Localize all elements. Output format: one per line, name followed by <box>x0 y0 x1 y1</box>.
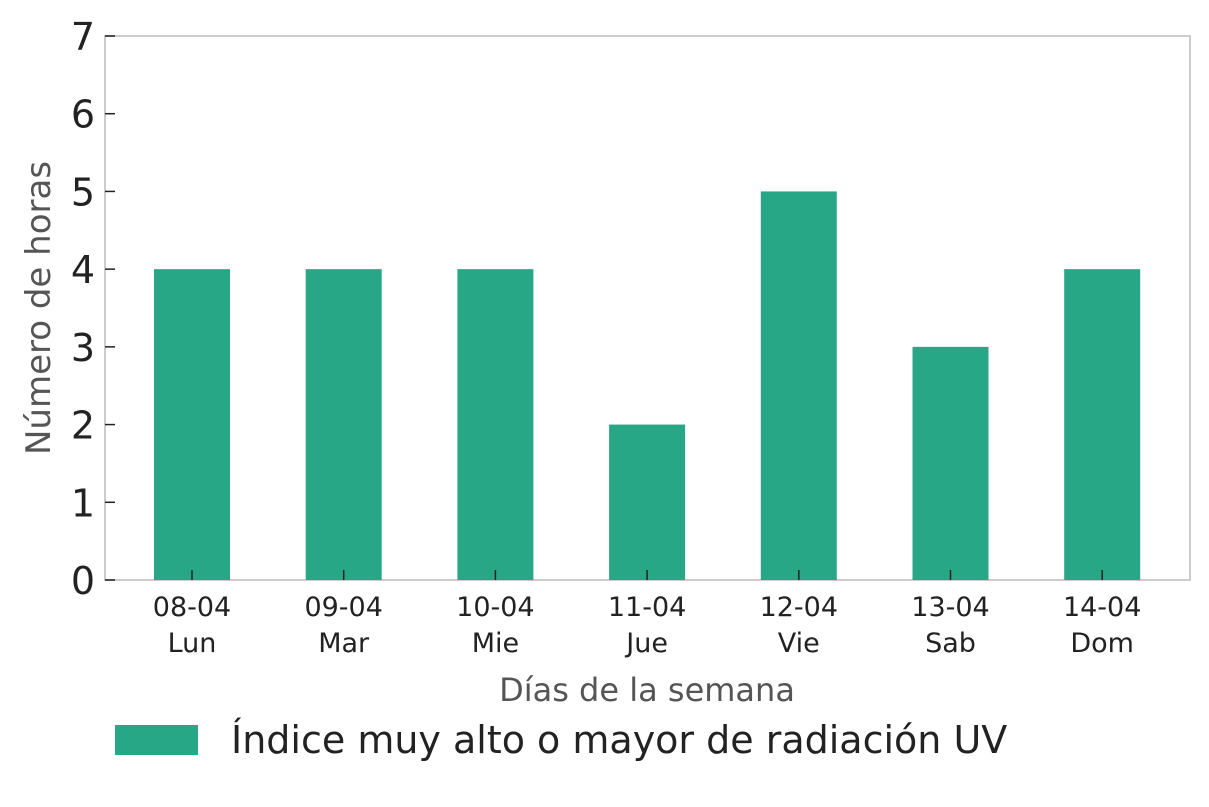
y-tick-label: 4 <box>71 248 95 292</box>
x-tick-label-day: Vie <box>778 628 820 659</box>
x-tick-label-date: 13-04 <box>911 592 989 623</box>
x-tick-label-day: Sab <box>925 628 976 659</box>
y-tick-label: 3 <box>71 326 95 370</box>
y-axis: 0 1 2 3 4 5 6 7 <box>71 15 115 603</box>
y-tick-label: 7 <box>71 15 95 59</box>
bar <box>305 269 382 580</box>
x-tick-label-date: 08-04 <box>153 592 231 623</box>
x-tick-label-day: Mie <box>472 628 519 659</box>
bar <box>1064 269 1141 580</box>
x-tick-label-date: 12-04 <box>760 592 838 623</box>
x-tick-label-day: Lun <box>168 628 217 659</box>
legend-swatch <box>115 725 198 755</box>
x-tick-label-date: 09-04 <box>304 592 382 623</box>
x-tick-label-day: Mar <box>318 628 370 659</box>
legend: Índice muy alto o mayor de radiación UV <box>115 718 1007 762</box>
y-axis-title: Número de horas <box>19 161 59 455</box>
x-tick-label-date: 11-04 <box>608 592 686 623</box>
bar <box>760 191 837 580</box>
legend-label: Índice muy alto o mayor de radiación UV <box>231 718 1008 762</box>
bars <box>154 191 1141 580</box>
x-axis: 08-04 Lun 09-04 Mar 10-04 Mie 11-04 Jue 12-04 Vie… <box>153 570 1141 659</box>
y-tick-label: 0 <box>71 559 95 603</box>
x-tick-label-date: 14-04 <box>1063 592 1141 623</box>
bar <box>457 269 534 580</box>
y-tick-label: 6 <box>71 93 95 137</box>
x-axis-title: Días de la semana <box>499 671 795 709</box>
x-tick-label-date: 10-04 <box>456 592 534 623</box>
bar <box>912 346 989 580</box>
bar <box>154 269 230 580</box>
y-tick-label: 5 <box>71 170 95 214</box>
x-tick-label-day: Dom <box>1070 628 1134 659</box>
y-tick-label: 1 <box>71 481 95 525</box>
y-tick-label: 2 <box>71 404 95 448</box>
x-tick-label-day: Jue <box>624 628 668 659</box>
bar <box>609 424 686 580</box>
